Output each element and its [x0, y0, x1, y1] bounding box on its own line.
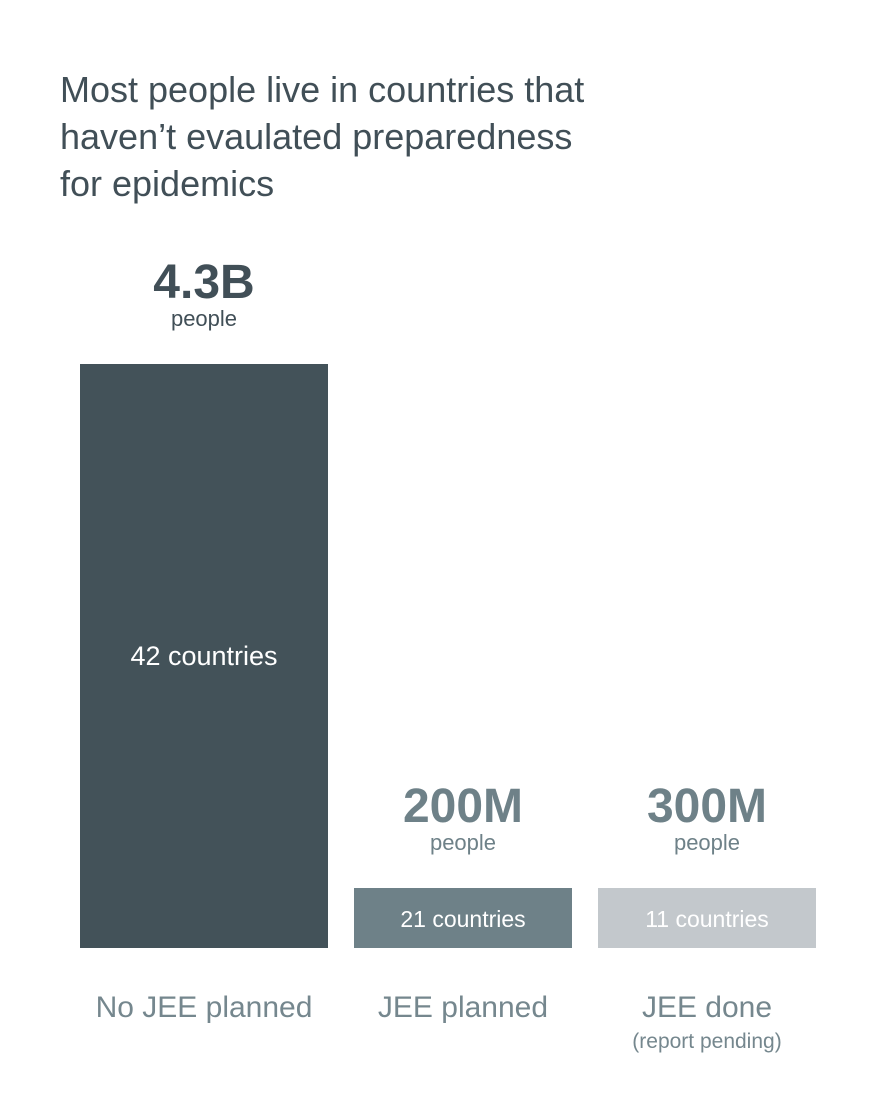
- bar-count-label-2: 21 countries: [400, 906, 525, 932]
- category-sublabel-3: (report pending): [632, 1030, 781, 1053]
- category-label-2: JEE planned: [378, 991, 548, 1024]
- category-label-3: JEE done: [642, 991, 772, 1024]
- bars-group: [80, 364, 816, 948]
- bar-1: [80, 364, 328, 948]
- bar-2: [354, 888, 572, 948]
- value-label-1: 4.3B: [153, 256, 254, 309]
- bar-3: [598, 888, 816, 948]
- category-label-1: No JEE planned: [96, 991, 313, 1024]
- value-unit-label-3: people: [674, 830, 740, 855]
- bar-count-label-3: 11 countries: [645, 906, 769, 932]
- bar-count-label-1: 42 countries: [130, 641, 277, 671]
- value-unit-label-2: people: [430, 830, 496, 855]
- value-unit-label-1: people: [171, 306, 237, 331]
- value-label-3: 300M: [647, 780, 767, 833]
- chart-title: Most people live in countries that haven…: [60, 69, 585, 204]
- value-label-2: 200M: [403, 780, 523, 833]
